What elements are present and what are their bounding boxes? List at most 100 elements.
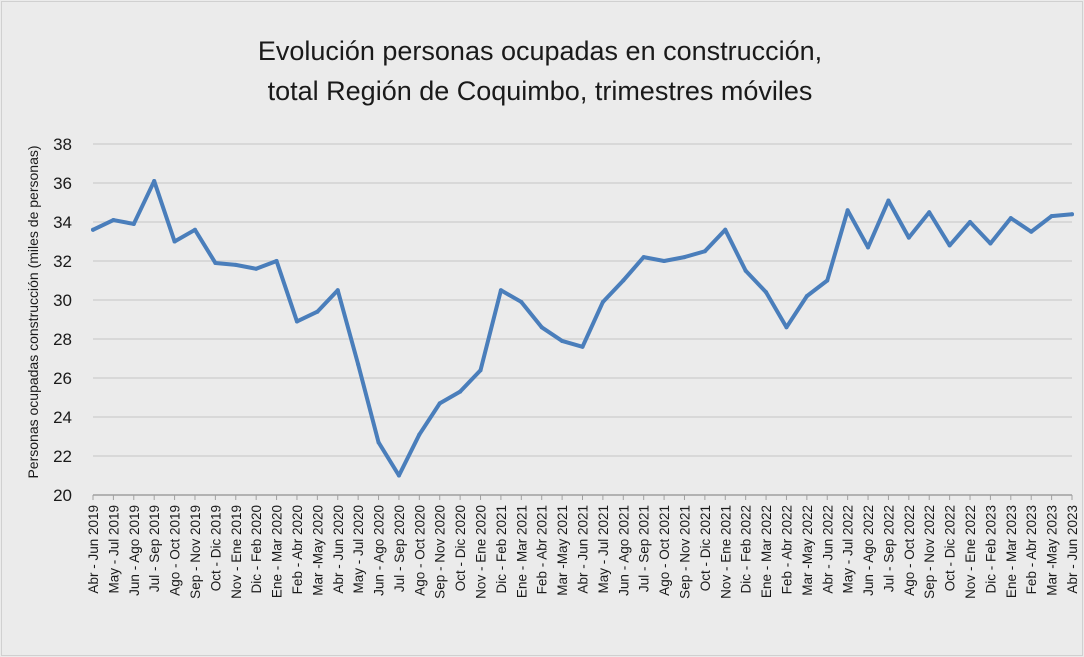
x-tick-label: Ene - Mar 2021 (514, 505, 529, 598)
chart-subtitle: total Región de Coquimbo, trimestres móv… (268, 76, 813, 106)
data-point (1008, 216, 1013, 221)
x-tick-label: Ago - Oct 2020 (412, 505, 427, 596)
y-axis-title: Personas ocupadas construcción (miles de… (25, 145, 41, 478)
x-tick-label: Abr - Jun 2022 (820, 505, 835, 594)
x-tick-label: Abr - Jun 2023 (1065, 505, 1080, 594)
x-tick-label: Jul - Sep 2019 (147, 505, 162, 592)
data-point (764, 290, 769, 295)
data-point (131, 221, 136, 226)
x-tick-label: Oct - Dic 2020 (453, 505, 468, 591)
data-point (417, 432, 422, 437)
chart-title: Evolución personas ocupadas en construcc… (258, 36, 822, 66)
x-tick-label: Abr - Jun 2019 (86, 505, 101, 594)
data-point (886, 198, 891, 203)
data-point (192, 227, 197, 232)
x-tick-label: Mar -May 2020 (310, 505, 325, 596)
x-tick-label: Ene - Mar 2022 (759, 505, 774, 598)
x-tick-label: Jun - Ago 2019 (127, 505, 142, 596)
y-tick-label: 36 (53, 174, 72, 193)
data-point (335, 288, 340, 293)
x-tick-label: Feb - Abr 2021 (535, 505, 550, 594)
x-tick-label: Oct - Dic 2021 (698, 505, 713, 591)
data-point (437, 401, 442, 406)
data-point (498, 288, 503, 293)
x-tick-label: Dic - Feb 2021 (494, 505, 509, 594)
data-point (274, 259, 279, 263)
data-point (111, 218, 116, 223)
x-tick-label: Feb - Abr 2022 (779, 505, 794, 594)
gridlines (93, 143, 1072, 457)
data-point (988, 241, 993, 246)
y-tick-label: 30 (53, 291, 72, 310)
x-tick-label: Jul - Sep 2021 (637, 505, 652, 592)
data-point (866, 245, 871, 250)
x-axis (92, 494, 1073, 500)
x-tick-label: Dic - Feb 2020 (249, 505, 264, 594)
y-tick-label: 38 (53, 135, 72, 154)
data-point (641, 255, 646, 260)
x-tick-label: Mar -May 2022 (800, 505, 815, 596)
data-point (356, 362, 361, 367)
data-point (804, 294, 809, 299)
data-point (213, 260, 218, 265)
y-tick-label: 20 (53, 486, 72, 505)
y-tick-label: 22 (53, 447, 72, 466)
data-point (927, 210, 932, 215)
y-axis-ticks: 20 22 24 26 28 30 32 34 36 38 (53, 135, 72, 505)
x-tick-label: Feb - Abr 2023 (1024, 505, 1039, 594)
x-tick-label: Oct - Dic 2022 (943, 505, 958, 591)
x-tick-label: Mar -May 2023 (1045, 505, 1060, 596)
data-point (315, 309, 320, 314)
data-point (825, 278, 830, 283)
x-tick-label: Nov - Ene 2020 (474, 505, 489, 599)
x-tick-label: Sep - Nov 2021 (677, 505, 692, 599)
x-tick-label: Dic - Feb 2022 (739, 505, 754, 594)
data-point (621, 278, 626, 283)
data-point (662, 259, 667, 263)
data-point (968, 220, 973, 224)
data-point (539, 325, 544, 330)
x-tick-label: May - Jul 2019 (106, 505, 121, 594)
data-point (743, 268, 748, 273)
x-tick-label: Nov - Ene 2022 (963, 505, 978, 599)
x-tick-label: Ago - Oct 2021 (657, 505, 672, 596)
x-tick-label: Abr - Jun 2020 (331, 505, 346, 594)
data-point (1049, 214, 1054, 219)
data-point (458, 389, 463, 394)
x-tick-label: Nov - Ene 2019 (229, 505, 244, 599)
x-tick-label: Ene - Mar 2020 (270, 505, 285, 598)
data-point (478, 368, 483, 373)
data-point (784, 325, 789, 330)
x-tick-label: Jul - Sep 2022 (881, 505, 896, 592)
x-tick-label: May - Jul 2020 (351, 505, 366, 594)
x-tick-label: Mar -May 2021 (555, 505, 570, 596)
data-point (845, 208, 850, 213)
y-tick-label: 34 (53, 213, 72, 232)
x-tick-label: Ene - Mar 2023 (1004, 505, 1019, 598)
x-tick-label: Jun - Ago 2021 (616, 505, 631, 596)
data-point (233, 262, 238, 267)
data-point (254, 266, 259, 271)
data-point (152, 179, 157, 184)
x-tick-label: Ago - Oct 2022 (902, 505, 917, 596)
x-tick-label: Oct - Dic 2019 (208, 505, 223, 591)
data-point (682, 255, 687, 260)
x-tick-label: Jun - Ago 2020 (372, 505, 387, 596)
data-point (702, 249, 707, 254)
x-tick-label: Jul - Sep 2020 (392, 505, 407, 592)
y-tick-label: 28 (53, 330, 72, 349)
data-point (580, 344, 585, 349)
data-point (91, 227, 95, 232)
x-tick-label: May - Jul 2022 (841, 505, 856, 594)
data-point (1029, 229, 1034, 234)
series-group (91, 179, 1074, 478)
data-point (723, 227, 728, 232)
x-tick-label: May - Jul 2021 (596, 505, 611, 594)
data-point (906, 235, 911, 240)
y-tick-label: 26 (53, 369, 72, 388)
data-point (600, 299, 605, 304)
x-tick-label: Abr - Jun 2021 (576, 505, 591, 594)
data-point (519, 299, 524, 304)
